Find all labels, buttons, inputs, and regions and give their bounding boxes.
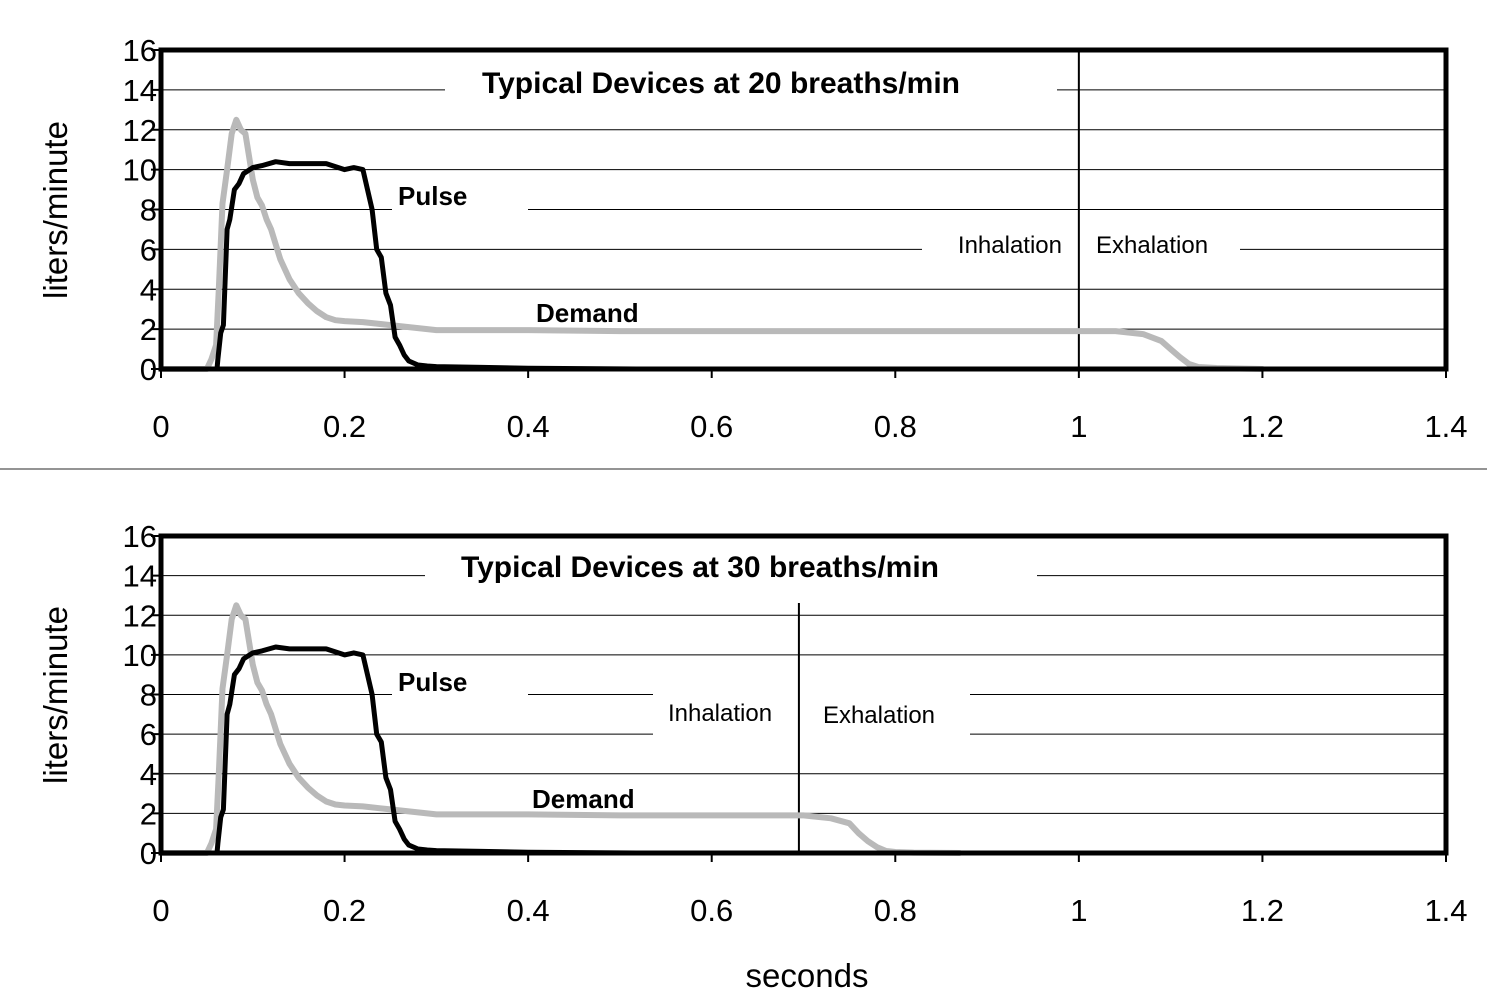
x-tick-label: 1 xyxy=(1070,409,1087,444)
x-tick-label: 0.8 xyxy=(874,409,917,444)
label-background xyxy=(392,181,528,213)
x-tick-label: 1 xyxy=(1070,893,1087,928)
y-tick-label: 16 xyxy=(123,33,157,68)
y-tick-label: 0 xyxy=(140,836,157,871)
y-tick-label: 4 xyxy=(140,757,157,792)
y-tick-label: 12 xyxy=(123,113,157,148)
x-tick-label: 0 xyxy=(152,893,169,928)
chart-2-pulse-label: Pulse xyxy=(398,667,467,697)
y-tick-label: 8 xyxy=(140,193,157,228)
y-tick-label: 14 xyxy=(123,73,157,108)
chart-1-title: Typical Devices at 20 breaths/min xyxy=(482,67,960,100)
label-background xyxy=(922,232,1240,262)
series-pulse-line xyxy=(158,644,641,856)
label-background xyxy=(445,80,1057,102)
x-tick-label: 0.6 xyxy=(690,409,733,444)
x-tick-label: 1.2 xyxy=(1241,409,1284,444)
y-tick-label: 10 xyxy=(123,153,157,188)
y-tick-label: 0 xyxy=(140,352,157,387)
x-tick-label: 0.6 xyxy=(690,893,733,928)
x-tick-label: 1.2 xyxy=(1241,893,1284,928)
chart-1-series-lines xyxy=(158,116,1266,372)
x-tick-label: 0.2 xyxy=(323,893,366,928)
chart-2-demand-label: Demand xyxy=(532,784,635,814)
series-demand-line xyxy=(158,602,963,856)
y-tick-label: 2 xyxy=(140,312,157,347)
series-pulse-line xyxy=(158,159,641,372)
x-tick-label: 0 xyxy=(152,409,169,444)
label-background xyxy=(392,667,528,699)
y-tick-label: 16 xyxy=(123,519,157,554)
chart-2-x-axis: 0 0.2 0.4 0.6 0.8 1 1.2 1.4 xyxy=(152,853,1468,928)
chart-2-title: Typical Devices at 30 breaths/min xyxy=(461,551,939,584)
chart-2-series-lines xyxy=(158,602,963,856)
chart-1: 0 2 4 6 8 10 12 14 16 0 0.2 0.4 0.6 0.8 1 1.2 1.4 Typic… xyxy=(37,33,1468,444)
label-background xyxy=(526,296,662,332)
y-tick-label: 12 xyxy=(123,598,157,633)
y-tick-label: 6 xyxy=(140,232,157,267)
y-tick-label: 10 xyxy=(123,638,157,673)
label-background xyxy=(425,562,1037,590)
chart-1-label-backgrounds xyxy=(392,80,1240,332)
x-tick-label: 0.4 xyxy=(507,893,550,928)
chart-2-y-axis-title: liters/minute xyxy=(37,606,74,784)
x-tick-label: 0.4 xyxy=(507,409,550,444)
chart-2-inhalation-label: Inhalation xyxy=(668,700,772,727)
x-tick-label: 0.8 xyxy=(874,893,917,928)
chart-2-label-backgrounds xyxy=(392,562,1037,818)
chart-1-demand-label: Demand xyxy=(536,298,639,328)
chart-2-x-axis-title: seconds xyxy=(746,957,869,994)
x-tick-label: 0.2 xyxy=(323,409,366,444)
chart-1-y-axis-title: liters/minute xyxy=(37,121,74,299)
chart-1-inhalation-label: Inhalation xyxy=(958,232,1062,259)
series-demand-line xyxy=(158,116,1266,372)
chart-1-pulse-label: Pulse xyxy=(398,181,467,211)
chart-1-y-axis: 0 2 4 6 8 10 12 14 16 xyxy=(123,33,161,387)
y-tick-label: 2 xyxy=(140,796,157,831)
chart-1-x-axis: 0 0.2 0.4 0.6 0.8 1 1.2 1.4 xyxy=(152,369,1468,444)
y-tick-label: 14 xyxy=(123,559,157,594)
chart-1-exhalation-label: Exhalation xyxy=(1096,232,1208,259)
y-tick-label: 8 xyxy=(140,678,157,713)
chart-2: 0 2 4 6 8 10 12 14 16 0 0.2 0.4 0.6 0.8 1 1.2 1.4 Typic… xyxy=(37,519,1468,994)
chart-2-exhalation-label: Exhalation xyxy=(823,702,935,729)
y-tick-label: 6 xyxy=(140,717,157,752)
x-tick-label: 1.4 xyxy=(1424,893,1467,928)
y-tick-label: 4 xyxy=(140,272,157,307)
label-background xyxy=(653,691,970,737)
chart-2-y-axis: 0 2 4 6 8 10 12 14 16 xyxy=(123,519,161,871)
x-tick-label: 1.4 xyxy=(1424,409,1467,444)
